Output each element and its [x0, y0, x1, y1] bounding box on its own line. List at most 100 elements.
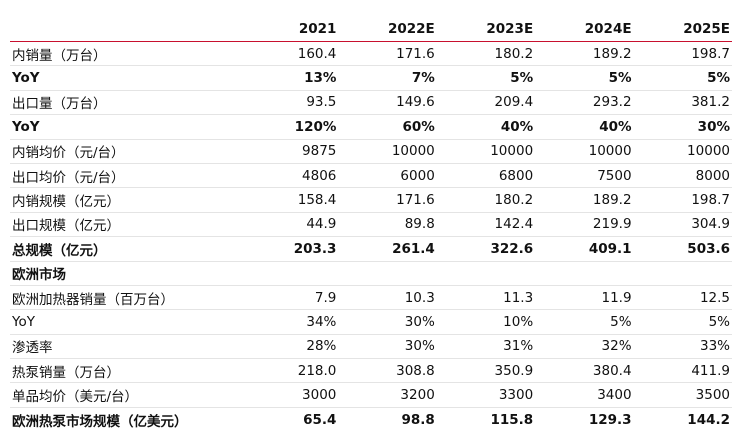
value-cell: 11.9 — [535, 285, 634, 311]
value-cell: 13% — [240, 65, 339, 91]
table-row: 欧洲热泵市场规模（亿美元） 65.4 98.8 115.8 129.3 144.2 — [10, 407, 732, 429]
table-row: 单品均价（美元/台） 3000 3200 3300 3400 3500 — [10, 382, 732, 408]
value-cell: 120% — [240, 114, 339, 140]
row-label: YoY — [10, 65, 240, 91]
value-cell: 503.6 — [633, 236, 732, 262]
value-cell: 28% — [240, 334, 339, 360]
row-label: 内销均价（元/台） — [10, 139, 240, 164]
value-cell: 5% — [633, 65, 732, 91]
value-cell: 304.9 — [633, 212, 732, 238]
table-row: 欧洲加热器销量（百万台） 7.9 10.3 11.3 11.9 12.5 — [10, 285, 732, 311]
value-cell: 171.6 — [338, 41, 437, 67]
value-cell: 3400 — [535, 382, 634, 408]
row-label: 总规模（亿元） — [10, 236, 240, 262]
table-body: 内销量（万台） 160.4 171.6 180.2 189.2 198.7 YoY 13% 7%… — [10, 41, 732, 429]
value-cell: 5% — [535, 309, 634, 335]
table-row: 出口规模（亿元） 44.9 89.8 142.4 219.9 304.9 — [10, 212, 732, 238]
value-cell: 308.8 — [338, 358, 437, 384]
value-cell: 158.4 — [240, 187, 339, 213]
value-cell: 198.7 — [633, 41, 732, 67]
row-label: 热泵销量（万台） — [10, 358, 240, 384]
value-cell — [535, 261, 634, 286]
row-label: 单品均价（美元/台） — [10, 382, 240, 408]
row-label: 欧洲市场 — [10, 261, 240, 286]
value-cell: 180.2 — [436, 41, 536, 67]
value-cell: 34% — [240, 309, 339, 335]
value-cell: 350.9 — [436, 358, 536, 384]
value-cell: 3500 — [633, 382, 732, 408]
value-cell: 381.2 — [633, 90, 732, 116]
value-cell: 261.4 — [338, 236, 437, 262]
value-cell: 5% — [436, 65, 536, 91]
value-cell: 189.2 — [535, 187, 634, 213]
row-label: 内销量（万台） — [10, 41, 240, 67]
row-label: YoY — [10, 114, 240, 140]
value-cell: 30% — [338, 309, 437, 335]
table-row: 出口均价（元/台） 4806 6000 6800 7500 8000 — [10, 163, 732, 189]
value-cell: 12.5 — [633, 285, 732, 311]
header-cell-2024e: 2024E — [535, 16, 634, 42]
value-cell: 115.8 — [490, 411, 534, 428]
value-cell: 171.6 — [338, 187, 437, 213]
value-cell: 149.6 — [338, 90, 437, 116]
table-row: 内销规模（亿元） 158.4 171.6 180.2 189.2 198.7 — [10, 187, 732, 213]
value-cell: 409.1 — [535, 236, 634, 262]
value-cell: 209.4 — [436, 90, 536, 116]
value-cell: 32% — [535, 334, 634, 360]
value-cell: 6800 — [436, 163, 536, 189]
value-cell — [633, 261, 732, 286]
value-cell: 293.2 — [535, 90, 634, 116]
table-header: 2021 2022E 2023E 2024E 2025E — [10, 16, 732, 42]
forecast-table: 2021 2022E 2023E 2024E 2025E 内销量（万台） 160.… — [10, 16, 732, 429]
value-cell: 44.9 — [240, 212, 339, 238]
value-cell: 11.3 — [436, 285, 536, 311]
value-cell: 219.9 — [535, 212, 634, 238]
value-cell: 198.7 — [633, 187, 732, 213]
header-cell-label — [10, 16, 240, 42]
row-label: 欧洲热泵市场规模（亿美元） — [12, 413, 188, 429]
value-cell: 3000 — [240, 382, 339, 408]
value-cell — [436, 261, 536, 286]
table-row: YoY 13% 7% 5% 5% 5% — [10, 65, 732, 91]
value-cell — [240, 261, 339, 286]
value-cell: 40% — [535, 114, 634, 140]
value-cell: 411.9 — [633, 358, 732, 384]
table-row: YoY 120% 60% 40% 40% 30% — [10, 114, 732, 140]
table-row: 热泵销量（万台） 218.0 308.8 350.9 380.4 411.9 — [10, 358, 732, 384]
value-cell: 5% — [633, 309, 732, 335]
value-cell: 189.2 — [535, 41, 634, 67]
header-cell-2021: 2021 — [240, 16, 339, 42]
value-cell: 30% — [338, 334, 437, 360]
value-cell: 203.3 — [240, 236, 339, 262]
value-cell: 4806 — [240, 163, 339, 189]
value-cell: 6000 — [338, 163, 437, 189]
table-row: 欧洲市场 — [10, 261, 732, 286]
row-label: 渗透率 — [10, 334, 240, 360]
table-row: 渗透率 28% 30% 31% 32% 33% — [10, 334, 732, 360]
table-row: YoY 34% 30% 10% 5% 5% — [10, 309, 732, 335]
value-cell: 89.8 — [338, 212, 437, 238]
table-row: 总规模（亿元） 203.3 261.4 322.6 409.1 503.6 — [10, 236, 732, 262]
value-cell: 8000 — [633, 163, 732, 189]
row-label: 出口量（万台） — [10, 90, 240, 116]
value-cell: 380.4 — [535, 358, 634, 384]
value-cell: 142.4 — [436, 212, 536, 238]
value-cell — [338, 261, 437, 286]
value-cell: 10000 — [436, 139, 536, 164]
value-cell: 10000 — [535, 139, 634, 164]
value-cell: 30% — [633, 114, 732, 140]
value-cell: 98.8 — [401, 411, 435, 428]
value-cell: 218.0 — [240, 358, 339, 384]
table-row: 出口量（万台） 93.5 149.6 209.4 293.2 381.2 — [10, 90, 732, 116]
value-cell: 3300 — [436, 382, 536, 408]
header-cell-2025e: 2025E — [633, 16, 732, 42]
value-cell: 5% — [535, 65, 634, 91]
header-cell-2022e: 2022E — [338, 16, 437, 42]
value-cell: 33% — [633, 334, 732, 360]
row-label: 出口均价（元/台） — [10, 163, 240, 189]
value-cell: 10000 — [338, 139, 437, 164]
row-label: 内销规模（亿元） — [10, 187, 240, 213]
value-cell: 40% — [436, 114, 536, 140]
value-cell: 180.2 — [436, 187, 536, 213]
